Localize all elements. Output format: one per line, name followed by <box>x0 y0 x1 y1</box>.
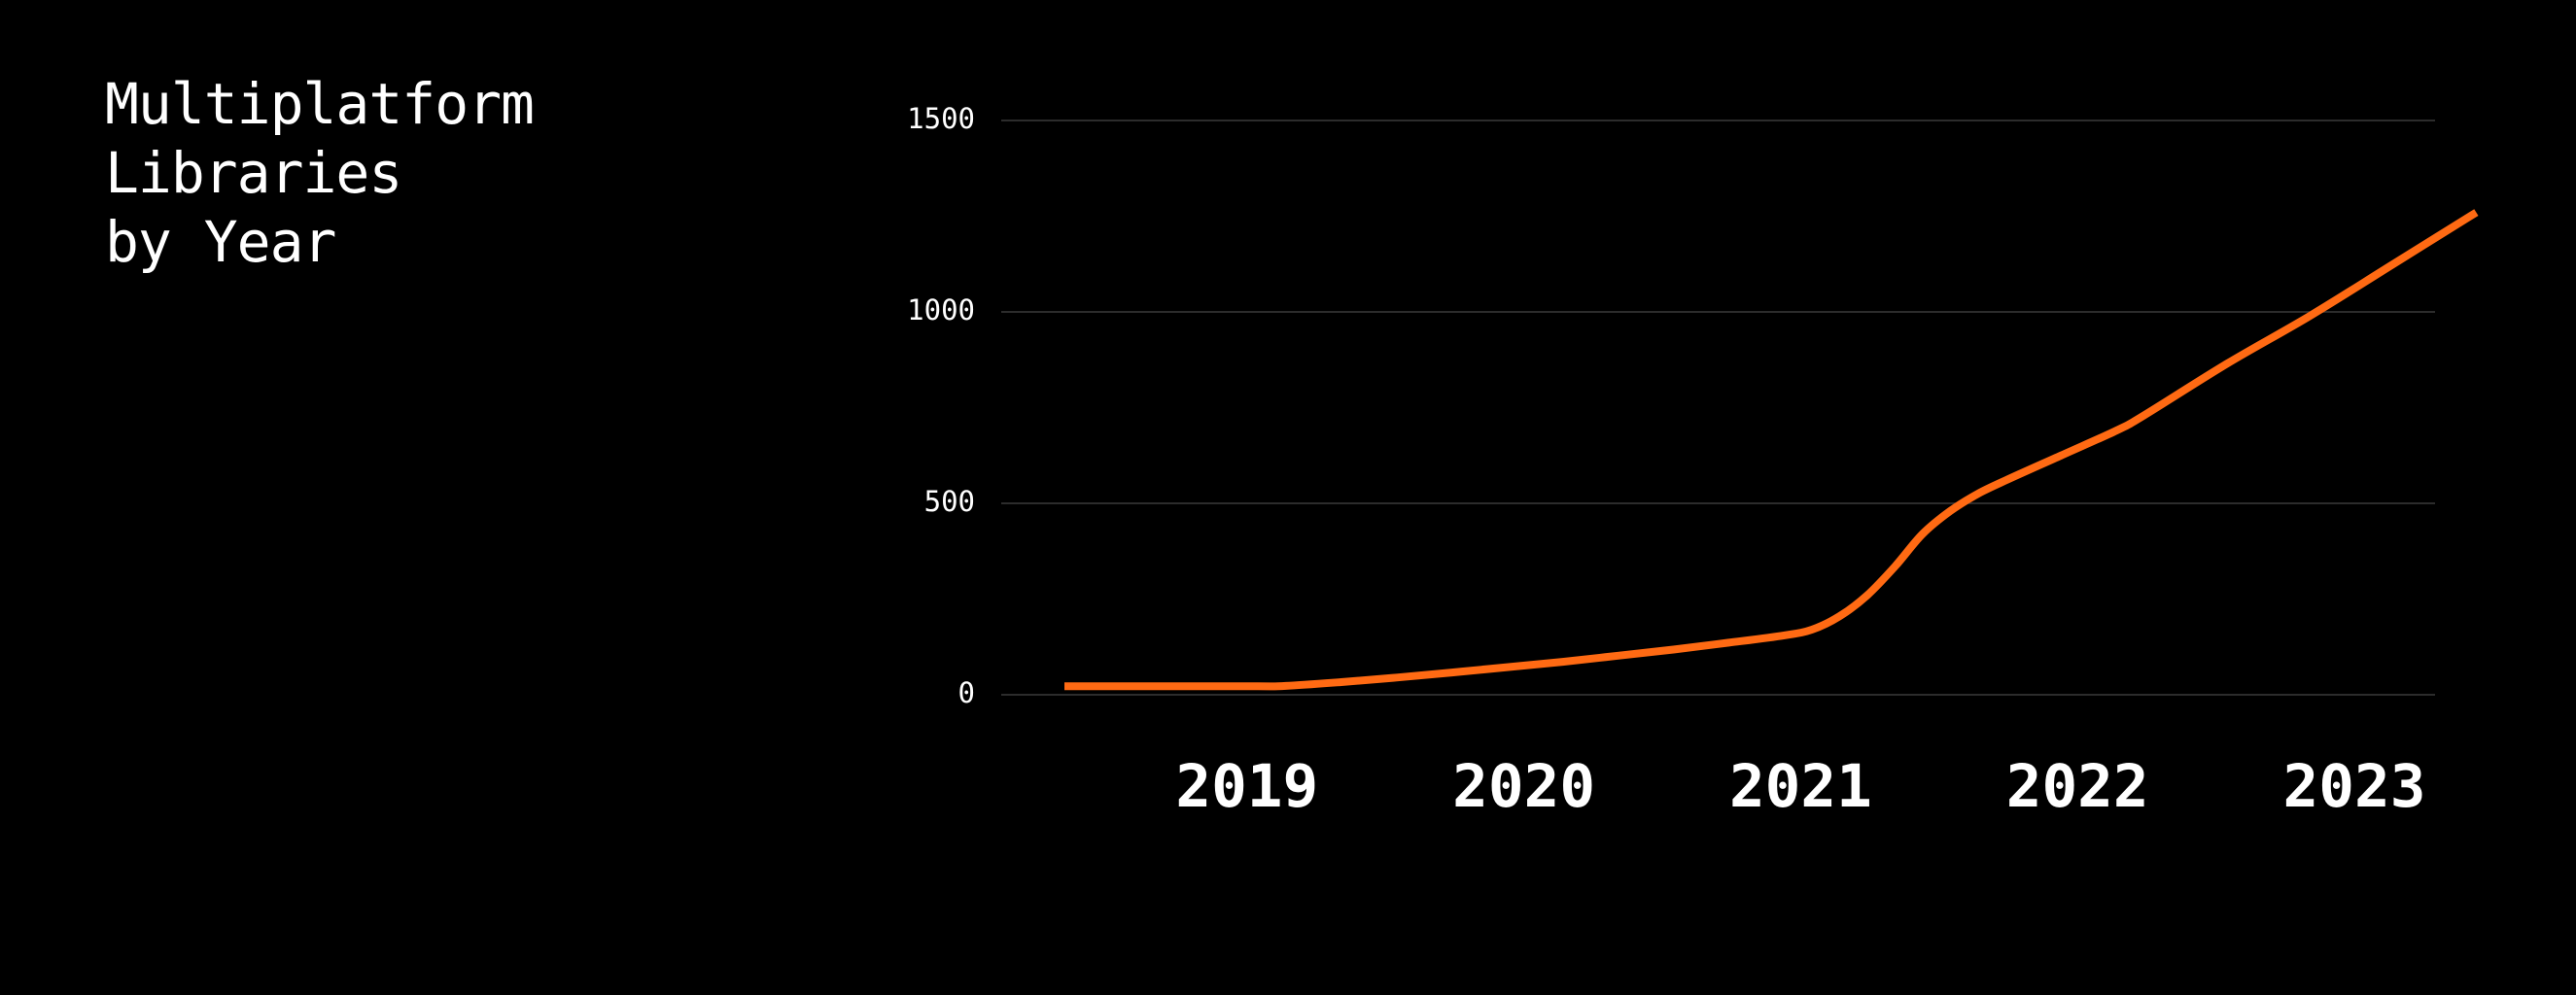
series-layer <box>1063 209 2479 691</box>
y-tick-label-0: 0 <box>958 676 975 709</box>
x-tick-label-2020: 2020 <box>1452 752 1595 821</box>
x-tick-label-2023: 2023 <box>2283 752 2426 821</box>
x-tick-label-2019: 2019 <box>1175 752 1318 821</box>
x-tick-label-2022: 2022 <box>2006 752 2149 821</box>
x-axis-ticks: 2019 2020 2021 2022 2023 <box>1175 752 2425 821</box>
chart-title: Multiplatform Libraries by Year <box>105 70 535 277</box>
title-line-1: Multiplatform <box>105 71 535 137</box>
y-tick-label-500: 500 <box>924 485 975 518</box>
x-tick-label-2021: 2021 <box>1729 752 1872 821</box>
grid-lines <box>1001 120 2435 696</box>
y-tick-label-1000: 1000 <box>907 293 975 326</box>
y-tick-label-1500: 1500 <box>907 102 975 135</box>
series-line-0 <box>1063 209 2479 691</box>
y-axis-ticks: 0 500 1000 1500 <box>907 102 975 709</box>
title-line-2: Libraries <box>105 140 402 206</box>
title-line-3: by Year <box>105 209 336 275</box>
